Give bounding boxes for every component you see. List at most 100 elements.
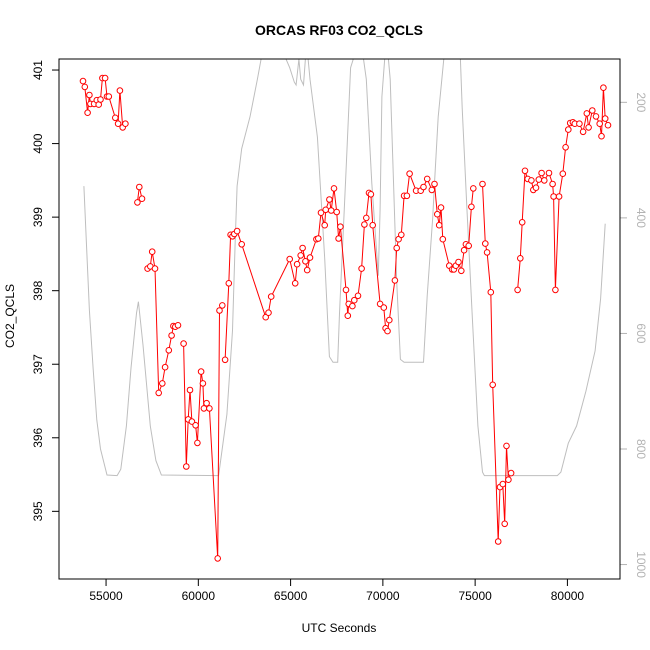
co2-data-point (84, 109, 91, 116)
co2-data-point (489, 381, 497, 389)
y-tick-label: 395 (31, 501, 45, 521)
co2-data-point (168, 332, 175, 339)
y-axis-label: CO2_QCLS (3, 284, 17, 348)
co2-data-point (219, 302, 226, 309)
co2-data-point (265, 309, 272, 317)
co2-data-point (583, 110, 591, 117)
co2-data-point (468, 203, 475, 211)
co2-data-point (559, 170, 567, 177)
co2-data-point (483, 249, 491, 256)
co2-data-point (161, 363, 169, 371)
y2-tick-label: 400 (634, 208, 648, 228)
co2-data-point (302, 258, 309, 265)
co2-data-point (238, 241, 245, 248)
co2-data-point (555, 193, 563, 200)
co2-data-point (538, 169, 545, 177)
co2-data-point (136, 183, 143, 191)
co2-data-point (393, 244, 401, 252)
co2-data-point (458, 267, 465, 275)
co2-data-point (200, 405, 208, 412)
co2-data-point (315, 235, 322, 242)
co2-data-point (233, 227, 241, 235)
co2-data-point (134, 199, 141, 206)
co2-data-point (532, 184, 540, 191)
co2-data-point (420, 183, 427, 191)
chart-title: ORCAS RF03 CO2_QCLS (255, 22, 423, 38)
co2-data-point (361, 221, 368, 228)
co2-data-point (216, 307, 223, 314)
co2-data-point (384, 327, 391, 335)
co2-data-point (363, 214, 370, 222)
co2-data-point (517, 254, 524, 262)
co2-data-point (197, 368, 205, 375)
co2-data-point (151, 265, 159, 272)
co2-data-point (299, 244, 306, 252)
co2-data-point (503, 442, 510, 450)
co2-data-point (192, 422, 199, 429)
co2-data-point (344, 312, 352, 320)
co2-data-point (521, 167, 529, 175)
co2-data-point (180, 340, 187, 347)
co2-data-point (225, 280, 233, 287)
x-tick-label: 80000 (551, 589, 585, 603)
co2-data-point (460, 246, 468, 254)
y2-tick-label: 1000 (634, 551, 648, 578)
plot-frame (58, 58, 621, 580)
co2-data-point (549, 180, 556, 188)
co2-data-point (541, 177, 548, 184)
co2-data-point (303, 266, 311, 274)
co2-data-point (507, 469, 515, 477)
co2-data-point (335, 235, 342, 242)
y-tick-label: 396 (31, 427, 45, 447)
co2-data-point (434, 210, 441, 218)
co2-data-point (604, 121, 612, 129)
co2-data-point (494, 538, 502, 545)
co2-data-point (479, 180, 486, 188)
co2-data-point (322, 206, 330, 214)
co2-data-point (333, 208, 341, 216)
co2-data-point (286, 255, 294, 263)
co2-data-point (155, 389, 162, 397)
co2-data-point (79, 77, 87, 85)
co2-data-point (435, 221, 443, 229)
co2-data-point (431, 180, 438, 188)
y-tick-label: 398 (31, 280, 45, 300)
co2-data-point (550, 193, 557, 200)
co2-data-point (600, 84, 607, 91)
co2-data-point (293, 260, 301, 268)
co2-data-point (214, 555, 221, 562)
co2-data-point (267, 293, 275, 300)
x-tick-label: 70000 (366, 589, 400, 603)
co2-data-point (97, 96, 104, 103)
co2-data-point (194, 439, 201, 447)
co2-data-point (86, 91, 93, 99)
co2-data-point (105, 93, 113, 100)
x-axis-label: UTC Seconds (302, 621, 377, 635)
co2-data-point (592, 113, 600, 120)
co2-data-point (221, 356, 229, 364)
y-tick-label: 401 (31, 60, 45, 80)
co2-data-point (321, 221, 329, 229)
co2-data-point (428, 186, 436, 194)
co2-data-point (327, 207, 335, 214)
co2-series-layer (79, 74, 612, 562)
altitude-line-layer (83, 58, 606, 477)
co2-data-point (482, 240, 489, 247)
co2-data-point (576, 120, 583, 127)
co2-data-point (487, 288, 495, 296)
co2-data-point (297, 252, 305, 259)
y2-tick-label: 600 (634, 323, 648, 343)
x-tick-label: 55000 (89, 589, 123, 603)
co2-data-point (398, 231, 405, 239)
co2-data-point (437, 204, 445, 211)
co2-data-point (203, 399, 210, 407)
co2-data-point (380, 304, 388, 311)
co2-data-point (291, 280, 299, 287)
co2-data-point (552, 286, 559, 294)
co2-data-point (330, 185, 338, 192)
co2-data-point (499, 480, 507, 488)
co2-data-point (114, 120, 122, 127)
co2-data-point (165, 347, 173, 354)
